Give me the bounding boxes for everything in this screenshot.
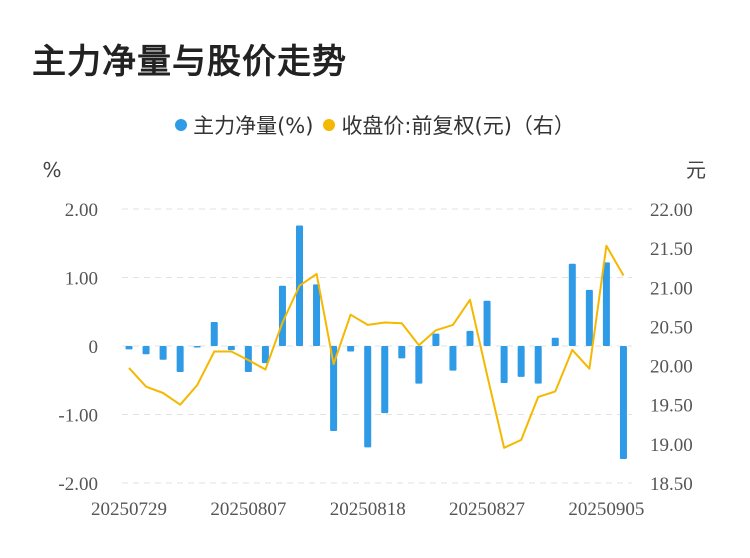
bar [432, 333, 440, 346]
bar [364, 346, 372, 448]
bar [193, 346, 201, 348]
legend-item-line[interactable]: 收盘价:前复权(元)（右） [323, 110, 575, 140]
bar [585, 289, 593, 346]
y-left-tick-label: 0 [89, 337, 99, 358]
legend-item-bar[interactable]: 主力净量(%) [175, 110, 313, 140]
bar [176, 346, 184, 373]
y-left-tick-label: 1.00 [65, 269, 98, 290]
bar [398, 346, 406, 359]
bar [551, 337, 559, 346]
y-right-tick-label: 21.50 [650, 239, 693, 260]
bar [534, 346, 542, 384]
y-right-unit: 元 [686, 158, 706, 182]
x-tick-label: 20250905 [568, 499, 644, 520]
bar [381, 346, 389, 414]
grid-lines [122, 208, 632, 484]
y-right-tick-label: 19.50 [650, 396, 693, 417]
y-right-tick-label: 21.00 [650, 278, 693, 299]
y-right-tick-label: 19.00 [650, 435, 693, 456]
x-tick-label: 20250827 [449, 499, 525, 520]
y-right-tick-label: 18.50 [650, 474, 693, 495]
y-right-tick-label: 20.00 [650, 357, 693, 378]
y-right-ticks: 22.00 21.50 21.00 20.50 20.00 19.50 19.00 18.50 [650, 200, 693, 495]
chart-title: 主力净量与股价走势 [32, 42, 347, 82]
bar [517, 346, 525, 377]
bar [227, 346, 235, 351]
bar [278, 285, 286, 346]
bar [125, 346, 133, 350]
bar [347, 346, 355, 352]
y-left-tick-label: -1.00 [58, 406, 98, 427]
y-left-tick-label: -2.00 [58, 474, 98, 495]
y-right-tick-label: 22.00 [650, 200, 693, 221]
x-tick-label: 20250807 [210, 499, 286, 520]
x-tick-label: 20250729 [91, 499, 167, 520]
legend-line-label: 收盘价:前复权(元)（右） [341, 114, 575, 138]
bar [500, 346, 508, 383]
bar [330, 346, 338, 431]
bar [159, 346, 167, 360]
legend-line-marker [323, 119, 336, 131]
bar [483, 300, 491, 346]
line-series [128, 244, 625, 449]
bar [466, 330, 474, 346]
chart-legend: 主力净量(%) 收盘价:前复权(元)（右） [0, 110, 750, 140]
legend-bar-marker [175, 119, 188, 131]
bar [415, 346, 423, 384]
x-tick-label: 20250818 [330, 499, 406, 520]
y-right-tick-label: 20.50 [650, 317, 693, 338]
bar [449, 346, 457, 371]
bar [313, 284, 321, 346]
bar-series [125, 225, 627, 460]
y-left-unit: % [42, 158, 61, 182]
legend-bar-label: 主力净量(%) [193, 114, 314, 138]
bar [602, 262, 610, 346]
x-axis-ticks: 20250729 20250807 20250818 20250827 20250905 [91, 499, 644, 520]
y-left-ticks: 2.00 1.00 0 -1.00 -2.00 [58, 200, 98, 495]
bar [261, 346, 269, 364]
y-left-tick-label: 2.00 [65, 200, 98, 221]
bar [142, 346, 150, 355]
bar [619, 346, 627, 460]
bar [568, 263, 576, 346]
close-price-line [128, 244, 625, 449]
bar [210, 322, 218, 346]
